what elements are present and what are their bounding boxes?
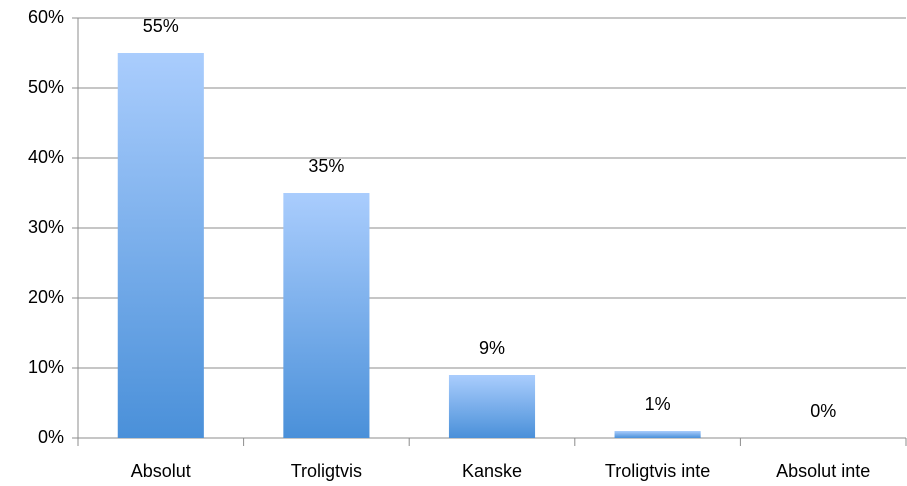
y-tick-label: 60% [28,7,64,27]
y-tick-label: 10% [28,357,64,377]
x-tick-label: Absolut [131,461,191,481]
x-tick-label: Troligtvis inte [605,461,710,481]
value-label: 0% [810,401,836,421]
y-tick-label: 20% [28,287,64,307]
y-tick-label: 40% [28,147,64,167]
y-tick-label: 50% [28,77,64,97]
x-tick-label: Troligtvis [291,461,362,481]
bar [283,193,370,438]
value-label: 1% [645,394,671,414]
bar [614,431,701,438]
y-tick-label: 30% [28,217,64,237]
value-label: 9% [479,338,505,358]
x-tick-label: Kanske [462,461,522,481]
bar [117,53,204,438]
bar [448,375,536,438]
value-label: 35% [308,156,344,176]
x-tick-label: Absolut inte [776,461,870,481]
value-label: 55% [143,16,179,36]
y-tick-label: 0% [38,427,64,447]
